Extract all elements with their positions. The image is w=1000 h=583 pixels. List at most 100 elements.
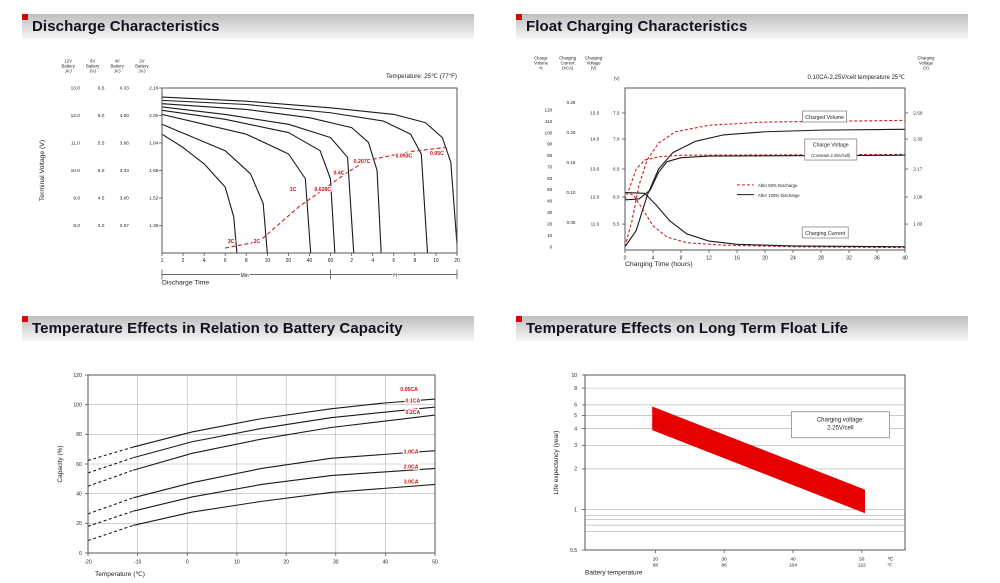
svg-text:Charging voltage:2.25V/cell: Charging voltage: 2.25V/cell <box>817 418 864 432</box>
svg-text:90: 90 <box>547 142 553 147</box>
svg-text:Charged Volume: Charged Volume <box>805 115 844 121</box>
svg-text:16: 16 <box>734 256 740 262</box>
svg-text:6: 6 <box>574 403 577 409</box>
svg-text:10: 10 <box>265 258 271 264</box>
svg-text:10.0: 10.0 <box>71 168 81 174</box>
red-accent-square-icon <box>516 14 522 20</box>
svg-text:40: 40 <box>902 256 908 262</box>
svg-text:Discharge Time: Discharge Time <box>162 279 209 286</box>
svg-text:40: 40 <box>547 199 553 204</box>
svg-text:6.0: 6.0 <box>613 195 620 200</box>
svg-text:0.2CA: 0.2CA <box>406 410 421 416</box>
svg-text:24: 24 <box>790 256 796 262</box>
svg-text:After 100% Discharge: After 100% Discharge <box>758 193 800 198</box>
svg-text:70: 70 <box>547 165 553 170</box>
svg-text:10: 10 <box>234 560 240 566</box>
svg-text:4.00: 4.00 <box>120 113 130 119</box>
svg-text:H: H <box>393 273 397 279</box>
panel-title: Discharge Characteristics <box>32 18 220 35</box>
svg-text:3.66: 3.66 <box>120 141 130 147</box>
svg-text:12.0: 12.0 <box>71 113 81 119</box>
svg-text:0: 0 <box>79 551 82 557</box>
svg-text:10: 10 <box>571 373 577 379</box>
svg-text:Life expectancy (year): Life expectancy (year) <box>553 431 560 495</box>
svg-text:3C: 3C <box>228 239 235 245</box>
svg-text:8: 8 <box>574 386 577 392</box>
svg-text:0: 0 <box>186 560 189 566</box>
svg-text:100: 100 <box>545 130 553 135</box>
panel-header-discharge: Discharge Characteristics <box>22 14 474 39</box>
svg-text:Min: Min <box>241 273 249 279</box>
svg-text:Capacity (%): Capacity (%) <box>57 445 64 482</box>
red-accent-square-icon <box>22 14 28 20</box>
svg-text:5: 5 <box>574 413 577 419</box>
svg-text:1.68: 1.68 <box>149 168 159 174</box>
svg-text:20: 20 <box>762 256 768 262</box>
svg-text:36: 36 <box>874 256 880 262</box>
svg-text:1.0CA: 1.0CA <box>404 449 419 455</box>
svg-text:20: 20 <box>76 521 82 527</box>
svg-text:Temperature (℃): Temperature (℃) <box>95 571 145 578</box>
svg-text:50: 50 <box>432 560 438 566</box>
svg-text:1.52: 1.52 <box>149 196 159 202</box>
svg-text:8.0: 8.0 <box>73 223 80 229</box>
svg-text:120: 120 <box>545 107 553 112</box>
svg-text:4: 4 <box>203 258 206 264</box>
svg-text:4.5: 4.5 <box>98 196 105 202</box>
svg-text:2.50: 2.50 <box>913 111 922 116</box>
svg-text:5.0: 5.0 <box>98 168 105 174</box>
svg-text:30: 30 <box>333 560 339 566</box>
svg-text:5.5: 5.5 <box>613 222 620 227</box>
svg-text:6.5: 6.5 <box>98 86 105 92</box>
red-accent-square-icon <box>22 316 28 322</box>
svg-text:60: 60 <box>328 258 334 264</box>
svg-text:2.16: 2.16 <box>149 86 159 92</box>
panel-header-temp-capacity: Temperature Effects in Relation to Batte… <box>22 316 474 341</box>
svg-text:3.0CA: 3.0CA <box>404 480 419 486</box>
svg-text:Charging Current: Charging Current <box>805 231 845 237</box>
svg-text:2.17: 2.17 <box>913 167 922 172</box>
svg-text:Charging Time (hours): Charging Time (hours) <box>625 261 693 268</box>
svg-text:-20: -20 <box>84 560 91 566</box>
svg-text:80: 80 <box>547 153 553 158</box>
svg-text:0.15: 0.15 <box>566 160 575 165</box>
svg-text:5.5: 5.5 <box>98 141 105 147</box>
svg-text:4.33: 4.33 <box>120 86 130 92</box>
svg-text:6.0: 6.0 <box>98 113 105 119</box>
svg-text:60: 60 <box>76 462 82 468</box>
svg-text:110: 110 <box>545 119 553 124</box>
svg-text:2: 2 <box>182 258 185 264</box>
discharge-characteristics-chart: 13.0 12.0 11.0 10.0 9.0 8.0 6.5 6.0 5.5 5.0 4.5 4.0… <box>22 48 482 298</box>
svg-text:28: 28 <box>818 256 824 262</box>
svg-text:0: 0 <box>624 256 627 262</box>
svg-text:120: 120 <box>73 373 82 379</box>
svg-text:After 50% Discharge: After 50% Discharge <box>758 183 798 188</box>
svg-text:0.05CA: 0.05CA <box>400 387 418 393</box>
svg-text:3: 3 <box>574 443 577 449</box>
svg-text:11.0: 11.0 <box>71 141 80 147</box>
svg-text:20: 20 <box>283 560 289 566</box>
svg-text:0.1CA: 0.1CA <box>406 399 421 405</box>
svg-text:0.10: 0.10 <box>566 190 575 195</box>
svg-text:1.36: 1.36 <box>149 223 159 229</box>
svg-text:3.33: 3.33 <box>120 168 130 174</box>
svg-text:10: 10 <box>547 233 553 238</box>
svg-text:8: 8 <box>245 258 248 264</box>
svg-text:0.5: 0.5 <box>570 548 577 554</box>
svg-text:1C: 1C <box>290 187 297 193</box>
panel-header-float-charging: Float Charging Characteristics <box>516 14 968 39</box>
svg-text:0.25: 0.25 <box>566 100 575 105</box>
svg-text:40: 40 <box>76 491 82 497</box>
svg-text:20: 20 <box>547 221 553 226</box>
svg-text:4: 4 <box>652 256 655 262</box>
svg-text:7.5: 7.5 <box>613 111 620 116</box>
svg-text:2.0CA: 2.0CA <box>404 464 419 470</box>
svg-text:6: 6 <box>224 258 227 264</box>
svg-text:1.83: 1.83 <box>913 222 922 227</box>
